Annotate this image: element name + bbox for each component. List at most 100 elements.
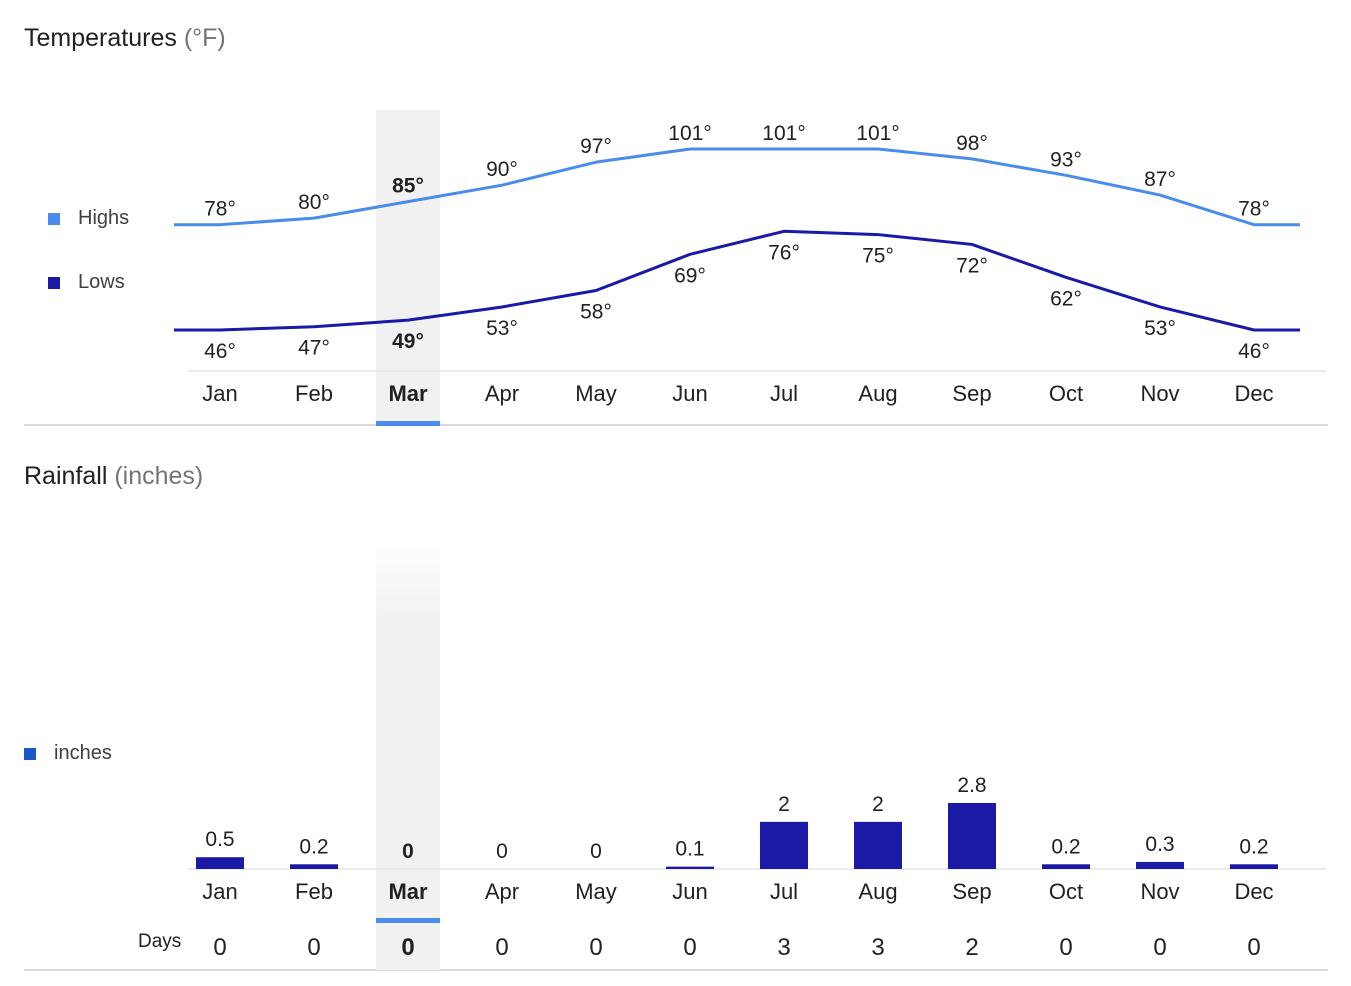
- rain-month-label: Jun: [672, 879, 707, 904]
- highs-value-label: 101°: [856, 122, 899, 145]
- inches-swatch: [24, 747, 36, 760]
- rain-value-label: 0.2: [1239, 835, 1268, 858]
- legend-highs: Highs: [48, 207, 129, 230]
- days-value: 0: [495, 934, 508, 961]
- highs-line: [174, 147, 1300, 227]
- days-value: 2: [965, 934, 978, 961]
- lows-value-label: 49°: [392, 330, 424, 353]
- highs-swatch: [48, 212, 60, 225]
- rain-bar: [1136, 861, 1184, 869]
- days-value: 0: [1059, 934, 1072, 961]
- legend-lows: Lows: [48, 271, 125, 294]
- rain-value-label: 0.2: [299, 835, 328, 858]
- rain-bar: [760, 821, 808, 869]
- highs-value-label: 101°: [762, 122, 805, 145]
- rain-value-label: 0.3: [1145, 833, 1174, 856]
- highs-value-label: 87°: [1144, 168, 1176, 191]
- temp-month-label: Jan: [202, 381, 237, 406]
- rain-bar: [854, 821, 902, 869]
- lows-line: [174, 229, 1300, 332]
- legend-lows-label: Lows: [78, 271, 125, 293]
- lows-value-label: 72°: [956, 254, 988, 277]
- temp-selected-indicator: [376, 421, 440, 426]
- temp-month-label: Apr: [485, 381, 519, 406]
- rainfall-title: Rainfall (inches): [24, 462, 203, 491]
- lows-value-label: 75°: [862, 245, 894, 268]
- highs-value-label: 90°: [486, 158, 518, 181]
- days-value: 3: [871, 934, 884, 961]
- rain-month-label: May: [575, 879, 617, 904]
- days-value: 0: [1247, 934, 1260, 961]
- highs-value-label: 78°: [1238, 198, 1270, 221]
- lows-value-label: 76°: [768, 241, 800, 264]
- rain-bar: [1230, 864, 1278, 869]
- highs-value-label: 98°: [956, 132, 988, 155]
- days-label: Days: [138, 931, 182, 952]
- rain-month-label: Jan: [202, 879, 237, 904]
- selected-column-rain-fade: [376, 540, 440, 620]
- rain-value-label: 2: [872, 793, 884, 816]
- legend-inches: inches: [24, 742, 112, 765]
- highs-value-label: 80°: [298, 191, 330, 214]
- rain-value-label: 2.8: [957, 774, 986, 797]
- legend-inches-label: inches: [54, 742, 112, 764]
- rain-month-label: Dec: [1234, 879, 1273, 904]
- highs-value-label: 101°: [668, 122, 711, 145]
- rain-bar: [666, 866, 714, 869]
- legend-highs-label: Highs: [78, 207, 130, 229]
- selected-column-temp: [376, 110, 440, 425]
- highs-value-label: 97°: [580, 135, 612, 158]
- highs-value-label: 78°: [204, 198, 236, 221]
- rain-bar: [196, 857, 244, 869]
- rain-month-label: Oct: [1049, 879, 1083, 904]
- days-value: 0: [401, 934, 414, 961]
- temp-month-label: Mar: [388, 381, 428, 406]
- selected-column-rain: [376, 620, 440, 970]
- days-value: 0: [307, 934, 320, 961]
- highs-value-label: 93°: [1050, 148, 1082, 171]
- highs-value-label: 85°: [392, 175, 424, 198]
- temp-month-label: Jul: [770, 381, 798, 406]
- temp-month-label: May: [575, 381, 617, 406]
- rain-bar: [1042, 864, 1090, 869]
- rain-value-label: 0.2: [1051, 835, 1080, 858]
- days-value: 0: [683, 934, 696, 961]
- rain-value-label: 2: [778, 793, 790, 816]
- lows-value-label: 58°: [580, 301, 612, 324]
- rain-month-label: Aug: [858, 879, 897, 904]
- rain-value-label: 0.5: [205, 828, 234, 851]
- rain-selected-indicator: [376, 918, 440, 923]
- lows-value-label: 53°: [1144, 317, 1176, 340]
- lows-swatch: [48, 276, 60, 289]
- rain-month-label: Feb: [295, 879, 333, 904]
- temp-month-label: Nov: [1140, 381, 1179, 406]
- days-value: 0: [589, 934, 602, 961]
- temp-month-label: Jun: [672, 381, 707, 406]
- rain-value-label: 0: [590, 840, 602, 863]
- rain-month-label: Jul: [770, 879, 798, 904]
- rain-month-label: Sep: [952, 879, 991, 904]
- bottom-divider: [24, 969, 1328, 971]
- rain-bar: [290, 864, 338, 869]
- rain-value-label: 0: [496, 840, 508, 863]
- temperatures-title-text: Temperatures: [24, 24, 177, 52]
- rainfall-unit: (inches): [114, 462, 204, 490]
- lows-value-label: 62°: [1050, 287, 1082, 310]
- temp-month-label: Sep: [952, 381, 991, 406]
- lows-value-label: 53°: [486, 317, 518, 340]
- lows-value-label: 46°: [204, 340, 236, 363]
- temp-month-label: Dec: [1234, 381, 1273, 406]
- temp-month-label: Feb: [295, 381, 333, 406]
- rain-bar: [948, 803, 996, 869]
- rain-month-label: Apr: [485, 879, 519, 904]
- days-value: 3: [777, 934, 790, 961]
- temperatures-title: Temperatures (°F): [24, 24, 226, 53]
- rain-month-label: Mar: [388, 879, 428, 904]
- rain-value-label: 0.1: [675, 838, 704, 861]
- rainfall-title-text: Rainfall: [24, 462, 108, 490]
- days-value: 0: [213, 934, 226, 961]
- temp-month-label: Oct: [1049, 381, 1083, 406]
- section-divider: [24, 424, 1328, 426]
- lows-value-label: 47°: [298, 337, 330, 360]
